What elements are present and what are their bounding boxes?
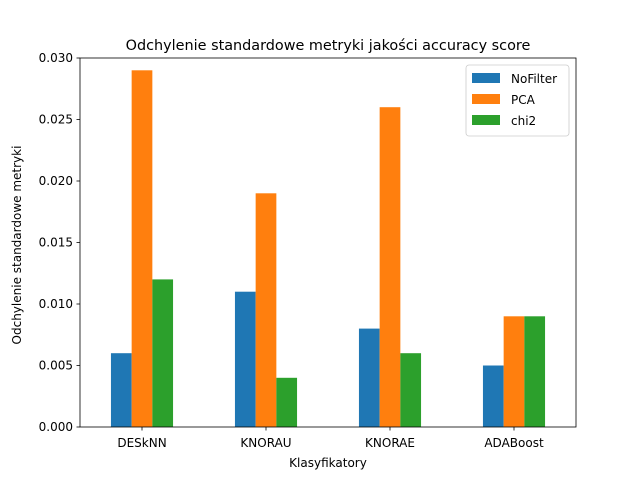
y-axis-label: Odchylenie standardowe metryki <box>10 146 24 345</box>
legend-label-nofilter: NoFilter <box>511 72 557 86</box>
bar-pca-desknn <box>131 70 153 428</box>
bar-nofilter-knorau <box>234 291 256 427</box>
bar-nofilter-adaboost <box>482 365 504 427</box>
legend-label-chi2: chi2 <box>511 114 536 128</box>
bar-chi2-desknn <box>152 279 174 427</box>
legend-swatch-pca <box>472 94 500 104</box>
y-tick-label: 0.030 <box>39 51 73 65</box>
y-tick-label: 0.025 <box>39 113 73 127</box>
x-tick-label: KNORAE <box>365 436 415 450</box>
legend-swatch-nofilter <box>472 73 500 83</box>
bar-chi2-adaboost <box>524 316 546 427</box>
legend-swatch-chi2 <box>472 115 500 125</box>
bar-pca-adaboost <box>503 316 525 427</box>
legend: NoFilter PCA chi2 <box>465 64 570 137</box>
y-tick-label: 0.005 <box>39 359 73 373</box>
y-tick-label: 0.020 <box>39 174 73 188</box>
bar-nofilter-desknn <box>110 353 132 427</box>
plot-area: 0.000 0.005 0.010 0.015 0.020 0.025 0.030 DESkN… <box>39 51 577 450</box>
bar-pca-knorau <box>255 193 277 427</box>
chart-title: Odchylenie standardowe metryki jakości a… <box>126 38 531 54</box>
bar-chi2-knorae <box>400 353 422 427</box>
bar-chi2-knorau <box>276 377 298 427</box>
y-tick-label: 0.015 <box>39 236 73 250</box>
bar-pca-knorae <box>379 107 401 427</box>
x-axis-label: Klasyfikatory <box>289 456 367 470</box>
legend-label-pca: PCA <box>511 93 536 107</box>
y-tick-label: 0.010 <box>39 297 73 311</box>
x-tick-label: KNORAU <box>240 436 291 450</box>
x-tick-label: ADABoost <box>484 436 544 450</box>
y-tick-label: 0.000 <box>39 420 73 434</box>
bar-nofilter-knorae <box>358 328 380 427</box>
x-tick-label: DESkNN <box>117 436 166 450</box>
